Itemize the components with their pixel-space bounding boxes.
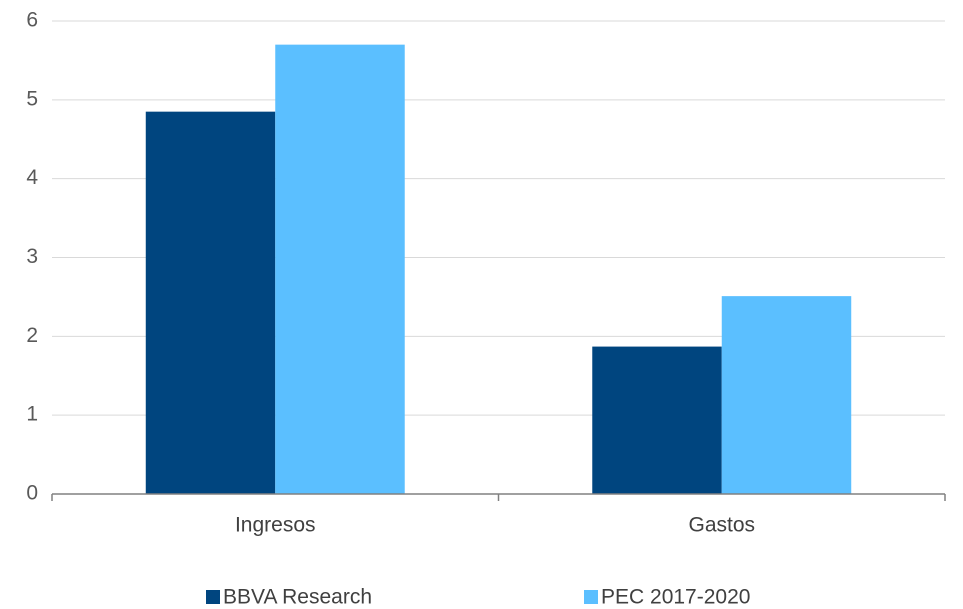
y-tick-label: 0 <box>26 482 38 505</box>
bar <box>145 111 276 495</box>
y-tick-label: 4 <box>26 166 38 189</box>
legend-label: PEC 2017-2020 <box>601 586 750 609</box>
legend-swatch <box>584 590 598 604</box>
legend-label: BBVA Research <box>223 586 372 609</box>
y-tick-label: 6 <box>26 9 38 32</box>
legend-swatch <box>206 590 220 604</box>
y-tick-label: 1 <box>26 403 38 426</box>
x-tick-label: Ingresos <box>235 514 316 537</box>
y-tick-label: 2 <box>26 324 38 347</box>
bar <box>275 44 405 495</box>
bar <box>721 296 852 494</box>
x-tick-label: Gastos <box>688 514 755 537</box>
bar <box>592 346 722 494</box>
y-tick-label: 3 <box>26 245 38 268</box>
y-tick-label: 5 <box>26 87 38 110</box>
